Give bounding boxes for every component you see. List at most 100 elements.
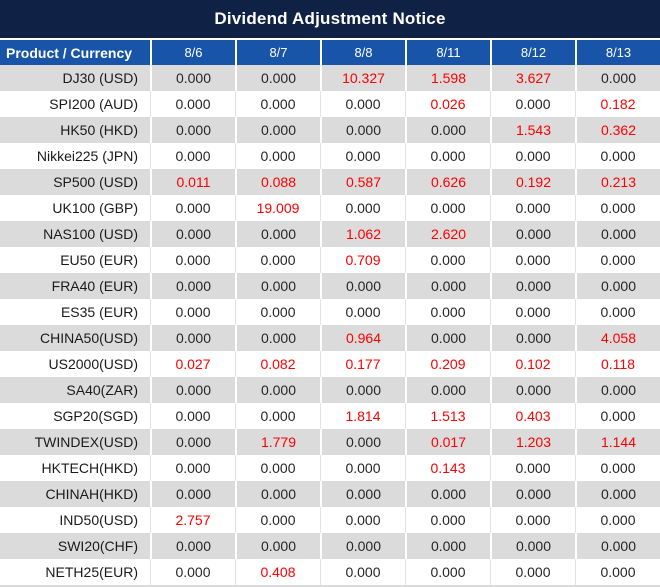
value-cell: 0.000 xyxy=(150,273,235,299)
value-cell: 0.000 xyxy=(405,143,490,169)
value-cell: 0.000 xyxy=(320,481,405,507)
value-cell: 0.000 xyxy=(235,325,320,351)
value-cell: 0.000 xyxy=(320,559,405,585)
value-cell: 0.000 xyxy=(490,299,575,325)
value-cell: 0.027 xyxy=(150,351,235,377)
table-row: US2000(USD) 0.027 0.082 0.177 0.209 0.102 0.11… xyxy=(0,351,660,377)
value-cell: 0.362 xyxy=(575,117,660,143)
value-cell: 0.000 xyxy=(405,273,490,299)
value-cell: 0.000 xyxy=(150,325,235,351)
table-row: SA40(ZAR) 0.000 0.000 0.000 0.000 0.000 0.000 xyxy=(0,377,660,403)
value-cell: 0.000 xyxy=(150,377,235,403)
value-cell: 0.000 xyxy=(235,377,320,403)
value-cell: 0.587 xyxy=(320,169,405,195)
date-header: 8/7 xyxy=(235,40,320,65)
value-cell: 0.000 xyxy=(320,299,405,325)
table-row: UK100 (GBP) 0.000 19.009 0.000 0.000 0.000 0.0… xyxy=(0,195,660,221)
value-cell: 0.000 xyxy=(235,299,320,325)
product-cell: CHINA50(USD) xyxy=(39,330,138,346)
value-cell: 0.000 xyxy=(490,143,575,169)
value-cell: 0.017 xyxy=(405,429,490,455)
value-cell: 0.000 xyxy=(575,481,660,507)
value-cell: 0.000 xyxy=(405,481,490,507)
table-row: HKTECH(HKD) 0.000 0.000 0.000 0.143 0.000 0.00… xyxy=(0,455,660,481)
value-cell: 0.000 xyxy=(575,247,660,273)
value-cell: 0.000 xyxy=(490,195,575,221)
value-cell: 0.964 xyxy=(320,325,405,351)
value-cell: 0.000 xyxy=(235,247,320,273)
table-row: IND50(USD) 2.757 0.000 0.000 0.000 0.000 0.000 xyxy=(0,507,660,533)
value-cell: 0.118 xyxy=(575,351,660,377)
value-cell: 0.000 xyxy=(150,559,235,585)
table-row: ES35 (EUR) 0.000 0.000 0.000 0.000 0.000 0.000 xyxy=(0,299,660,325)
product-cell: SWI20(CHF) xyxy=(57,538,138,554)
value-cell: 0.000 xyxy=(320,195,405,221)
table-body: DJ30 (USD) 0.000 0.000 10.327 1.598 3.627 0.00… xyxy=(0,65,660,585)
value-cell: 1.062 xyxy=(320,221,405,247)
value-cell: 1.598 xyxy=(405,65,490,91)
value-cell: 0.000 xyxy=(320,507,405,533)
title-divider xyxy=(0,38,660,40)
value-cell: 0.000 xyxy=(320,533,405,559)
value-cell: 0.000 xyxy=(490,273,575,299)
value-cell: 0.000 xyxy=(320,455,405,481)
value-cell: 0.000 xyxy=(575,507,660,533)
table-row: SGP20(SGD) 0.000 0.000 1.814 1.513 0.403 0.000 xyxy=(0,403,660,429)
product-cell: FRA40 (EUR) xyxy=(51,278,138,294)
value-cell: 0.000 xyxy=(575,455,660,481)
value-cell: 0.000 xyxy=(405,299,490,325)
table-row: NAS100 (USD) 0.000 0.000 1.062 2.620 0.000 0.0… xyxy=(0,221,660,247)
value-cell: 0.000 xyxy=(490,325,575,351)
value-cell: 0.000 xyxy=(405,559,490,585)
value-cell: 1.543 xyxy=(490,117,575,143)
product-cell: UK100 (GBP) xyxy=(52,200,138,216)
value-cell: 0.000 xyxy=(150,91,235,117)
value-cell: 1.779 xyxy=(235,429,320,455)
value-cell: 0.000 xyxy=(575,533,660,559)
value-cell: 0.000 xyxy=(150,533,235,559)
value-cell: 0.177 xyxy=(320,351,405,377)
value-cell: 0.000 xyxy=(575,377,660,403)
value-cell: 2.620 xyxy=(405,221,490,247)
value-cell: 0.000 xyxy=(150,481,235,507)
value-cell: 0.408 xyxy=(235,559,320,585)
value-cell: 0.000 xyxy=(490,533,575,559)
product-cell: SPI200 (AUD) xyxy=(49,96,138,112)
value-cell: 1.814 xyxy=(320,403,405,429)
value-cell: 0.102 xyxy=(490,351,575,377)
value-cell: 0.026 xyxy=(405,91,490,117)
value-cell: 0.000 xyxy=(320,377,405,403)
value-cell: 0.000 xyxy=(575,65,660,91)
value-cell: 0.000 xyxy=(490,507,575,533)
value-cell: 0.000 xyxy=(405,195,490,221)
value-cell: 0.403 xyxy=(490,403,575,429)
value-cell: 0.000 xyxy=(320,91,405,117)
value-cell: 0.000 xyxy=(320,273,405,299)
value-cell: 0.000 xyxy=(575,403,660,429)
title-bar: Dividend Adjustment Notice xyxy=(0,0,660,38)
value-cell: 0.000 xyxy=(405,247,490,273)
date-header: 8/8 xyxy=(320,40,405,65)
value-cell: 1.513 xyxy=(405,403,490,429)
value-cell: 1.203 xyxy=(490,429,575,455)
value-cell: 19.009 xyxy=(235,195,320,221)
product-cell: Nikkei225 (JPN) xyxy=(36,148,138,164)
value-cell: 0.000 xyxy=(490,377,575,403)
value-cell: 0.000 xyxy=(320,117,405,143)
value-cell: 0.209 xyxy=(405,351,490,377)
value-cell: 0.000 xyxy=(575,299,660,325)
value-cell: 0.000 xyxy=(235,91,320,117)
table-row: SWI20(CHF) 0.000 0.000 0.000 0.000 0.000 0.000 xyxy=(0,533,660,559)
value-cell: 0.000 xyxy=(405,377,490,403)
product-cell: NAS100 (USD) xyxy=(43,226,138,242)
value-cell: 0.000 xyxy=(150,143,235,169)
value-cell: 1.144 xyxy=(575,429,660,455)
value-cell: 0.082 xyxy=(235,351,320,377)
value-cell: 0.000 xyxy=(235,65,320,91)
value-cell: 0.000 xyxy=(405,507,490,533)
product-cell: ES35 (EUR) xyxy=(60,304,138,320)
value-cell: 0.000 xyxy=(235,143,320,169)
value-cell: 0.000 xyxy=(150,247,235,273)
date-header: 8/6 xyxy=(150,40,235,65)
